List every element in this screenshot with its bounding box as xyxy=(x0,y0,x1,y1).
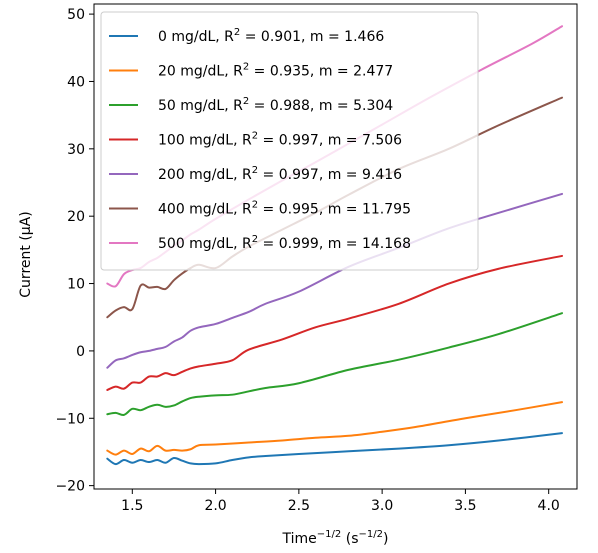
y-tick-label: 40 xyxy=(67,74,85,90)
legend-label: 400 mg/dL, R2 = 0.995, m = 11.795 xyxy=(158,200,411,218)
x-axis-label-base-sup: −1/2 xyxy=(317,529,341,540)
legend-label-sup: 2 xyxy=(252,165,258,176)
legend-entry: 0 mg/dL, R2 = 0.901, m = 1.466 xyxy=(109,27,384,45)
legend-label: 50 mg/dL, R2 = 0.988, m = 5.304 xyxy=(158,96,393,114)
x-tick-label: 2.5 xyxy=(288,498,310,514)
legend-label-post: = 0.901, m = 1.466 xyxy=(240,29,384,45)
y-axis-label: Current (μA) xyxy=(18,211,34,297)
legend-entry: 400 mg/dL, R2 = 0.995, m = 11.795 xyxy=(109,200,411,218)
legend-label-sup: 2 xyxy=(252,131,258,142)
x-tick-label: 3.0 xyxy=(371,498,393,514)
legend-entry: 100 mg/dL, R2 = 0.997, m = 7.506 xyxy=(109,131,402,149)
x-tick-label: 3.5 xyxy=(454,498,476,514)
legend-label: 200 mg/dL, R2 = 0.997, m = 9.416 xyxy=(158,165,402,183)
y-tick-label: 20 xyxy=(67,209,85,225)
x-axis-ticks: 1.5 2.0 2.5 3.0 3.5 4.0 xyxy=(121,489,560,514)
legend-label: 500 mg/dL, R2 = 0.999, m = 14.168 xyxy=(158,234,411,252)
legend-label: 100 mg/dL, R2 = 0.997, m = 7.506 xyxy=(158,131,402,149)
legend-entry: 50 mg/dL, R2 = 0.988, m = 5.304 xyxy=(109,96,393,114)
y-tick-label: 30 xyxy=(67,142,85,158)
legend-label-pre: 20 mg/dL, R xyxy=(158,64,243,80)
y-tick-label: −20 xyxy=(55,479,85,495)
legend-label-sup: 2 xyxy=(243,96,249,107)
legend-entry: 200 mg/dL, R2 = 0.997, m = 9.416 xyxy=(109,165,402,183)
legend-label-sup: 2 xyxy=(234,27,240,38)
x-tick-label: 1.5 xyxy=(121,498,143,514)
plot-area-frame xyxy=(93,3,578,490)
x-tick-label: 2.0 xyxy=(204,498,226,514)
legend-label-sup: 2 xyxy=(243,62,249,73)
x-tick-label: 4.0 xyxy=(538,498,560,514)
legend-label-post: = 0.935, m = 2.477 xyxy=(249,64,393,80)
legend-label: 0 mg/dL, R2 = 0.901, m = 1.466 xyxy=(158,27,384,45)
legend-label-pre: 500 mg/dL, R xyxy=(158,236,252,252)
legend-label-pre: 100 mg/dL, R xyxy=(158,133,252,149)
series-line-0-mg-dl xyxy=(106,432,564,466)
legend-box xyxy=(100,11,479,271)
legend-label-post: = 0.997, m = 9.416 xyxy=(258,167,402,183)
legend-label-pre: 400 mg/dL, R xyxy=(158,202,252,218)
x-axis-label-unit-post: ) xyxy=(383,531,388,547)
legend-label-post: = 0.997, m = 7.506 xyxy=(258,133,402,149)
x-axis-label-unit-sup: −1/2 xyxy=(359,529,383,540)
y-tick-label: 0 xyxy=(76,344,85,360)
x-axis-label-base: Time xyxy=(282,531,317,547)
legend-label-post: = 0.999, m = 14.168 xyxy=(258,236,411,252)
y-tick-label: 10 xyxy=(67,277,85,293)
y-tick-label: 50 xyxy=(67,7,85,23)
y-axis-ticks: −20 −10 0 10 20 30 40 50 xyxy=(55,7,94,495)
legend-label-post: = 0.988, m = 5.304 xyxy=(249,98,393,114)
legend-label-pre: 0 mg/dL, R xyxy=(158,29,234,45)
x-axis-label-unit-pre: (s xyxy=(341,531,358,547)
legend-label: 20 mg/dL, R2 = 0.935, m = 2.477 xyxy=(158,62,393,80)
y-tick-label: −10 xyxy=(55,411,85,427)
legend-label-sup: 2 xyxy=(252,234,258,245)
x-axis-label: Time−1/2 (s−1/2) xyxy=(282,529,389,547)
series-line-20-mg-dl xyxy=(106,401,564,456)
legend-entry: 20 mg/dL, R2 = 0.935, m = 2.477 xyxy=(109,62,393,80)
legend-label-post: = 0.995, m = 11.795 xyxy=(258,202,411,218)
legend-label-pre: 50 mg/dL, R xyxy=(158,98,243,114)
series-line-100-mg-dl xyxy=(106,254,564,391)
legend-label-pre: 200 mg/dL, R xyxy=(158,167,252,183)
legend-label-sup: 2 xyxy=(252,200,258,211)
legend-entry: 500 mg/dL, R2 = 0.999, m = 14.168 xyxy=(109,234,411,252)
series-line-50-mg-dl xyxy=(106,312,564,417)
